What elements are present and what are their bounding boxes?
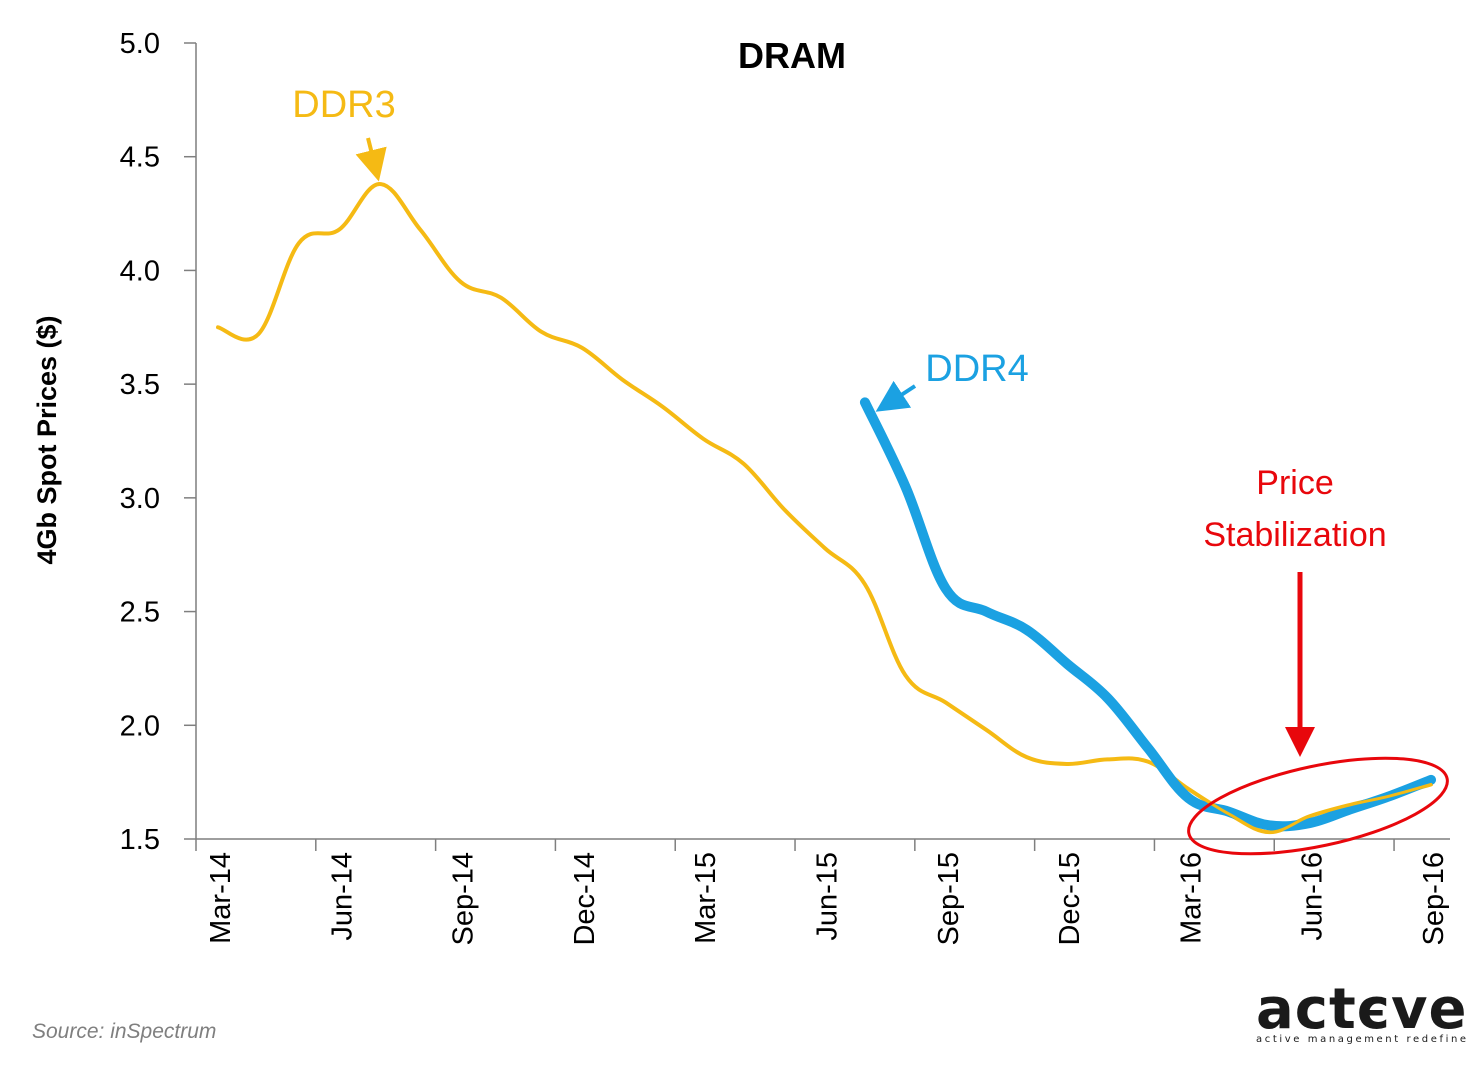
- ddr3-arrow: [355, 137, 387, 182]
- ddr3-series-line-overlay: [1186, 782, 1433, 834]
- y-tick-label: 1.5: [120, 824, 160, 856]
- x-tick-label: Mar-14: [205, 852, 237, 944]
- x-tick-label: Jun-16: [1297, 852, 1329, 941]
- y-tick-label: 3.5: [120, 369, 160, 401]
- y-tick-label: 2.0: [120, 710, 160, 742]
- ddr4-arrow: [875, 380, 917, 412]
- logo-wordmark-text: actєve: [1256, 977, 1468, 1042]
- x-tick-label: Sep-15: [933, 852, 965, 946]
- logo-wordmark: actєve: [1256, 980, 1466, 1040]
- actove-logo: actєve active management redefined.: [1256, 980, 1468, 1050]
- y-tick-label: 5.0: [120, 28, 160, 60]
- y-tick-label: 4.0: [120, 255, 160, 287]
- logo-tagline: active management redefined.: [1256, 1034, 1468, 1045]
- chart-title: DRAM: [738, 35, 846, 76]
- x-tick-label: Jun-15: [812, 852, 844, 941]
- x-tick-label: Dec-14: [569, 852, 601, 946]
- ddr3-series-line: [216, 182, 1433, 835]
- ddr4-series-line: [859, 397, 1436, 832]
- x-tick-label: Mar-16: [1175, 852, 1207, 944]
- price-stabilization-ellipse: [1187, 756, 1449, 856]
- source-note: Source: inSpectrum: [32, 1020, 217, 1043]
- x-tick-label: Jun-14: [326, 852, 358, 941]
- y-axis-label: 4Gb Spot Prices ($): [32, 315, 62, 564]
- ddr4-annotation: DDR4: [925, 348, 1028, 390]
- x-axis-ticks: Mar-14 Jun-14 Sep-14 Dec-14 Mar-15 Jun-15 Sep-…: [195, 839, 1450, 946]
- x-tick-label: Dec-15: [1054, 852, 1086, 946]
- x-tick-label: Mar-15: [690, 852, 722, 944]
- y-tick-label: 4.5: [120, 142, 160, 174]
- x-tick-label: Sep-14: [448, 852, 480, 946]
- y-axis-ticks: 5.0 4.5 4.0 3.5 3.0 2.5 2.0 1.5: [120, 28, 196, 856]
- x-tick-label: Sep-16: [1418, 852, 1450, 946]
- stabilization-annotation: Stabilization: [1203, 516, 1386, 554]
- y-tick-label: 3.0: [120, 483, 160, 515]
- y-tick-label: 2.5: [120, 597, 160, 629]
- price-annotation: Price: [1256, 464, 1333, 502]
- ddr3-annotation: DDR3: [292, 84, 395, 126]
